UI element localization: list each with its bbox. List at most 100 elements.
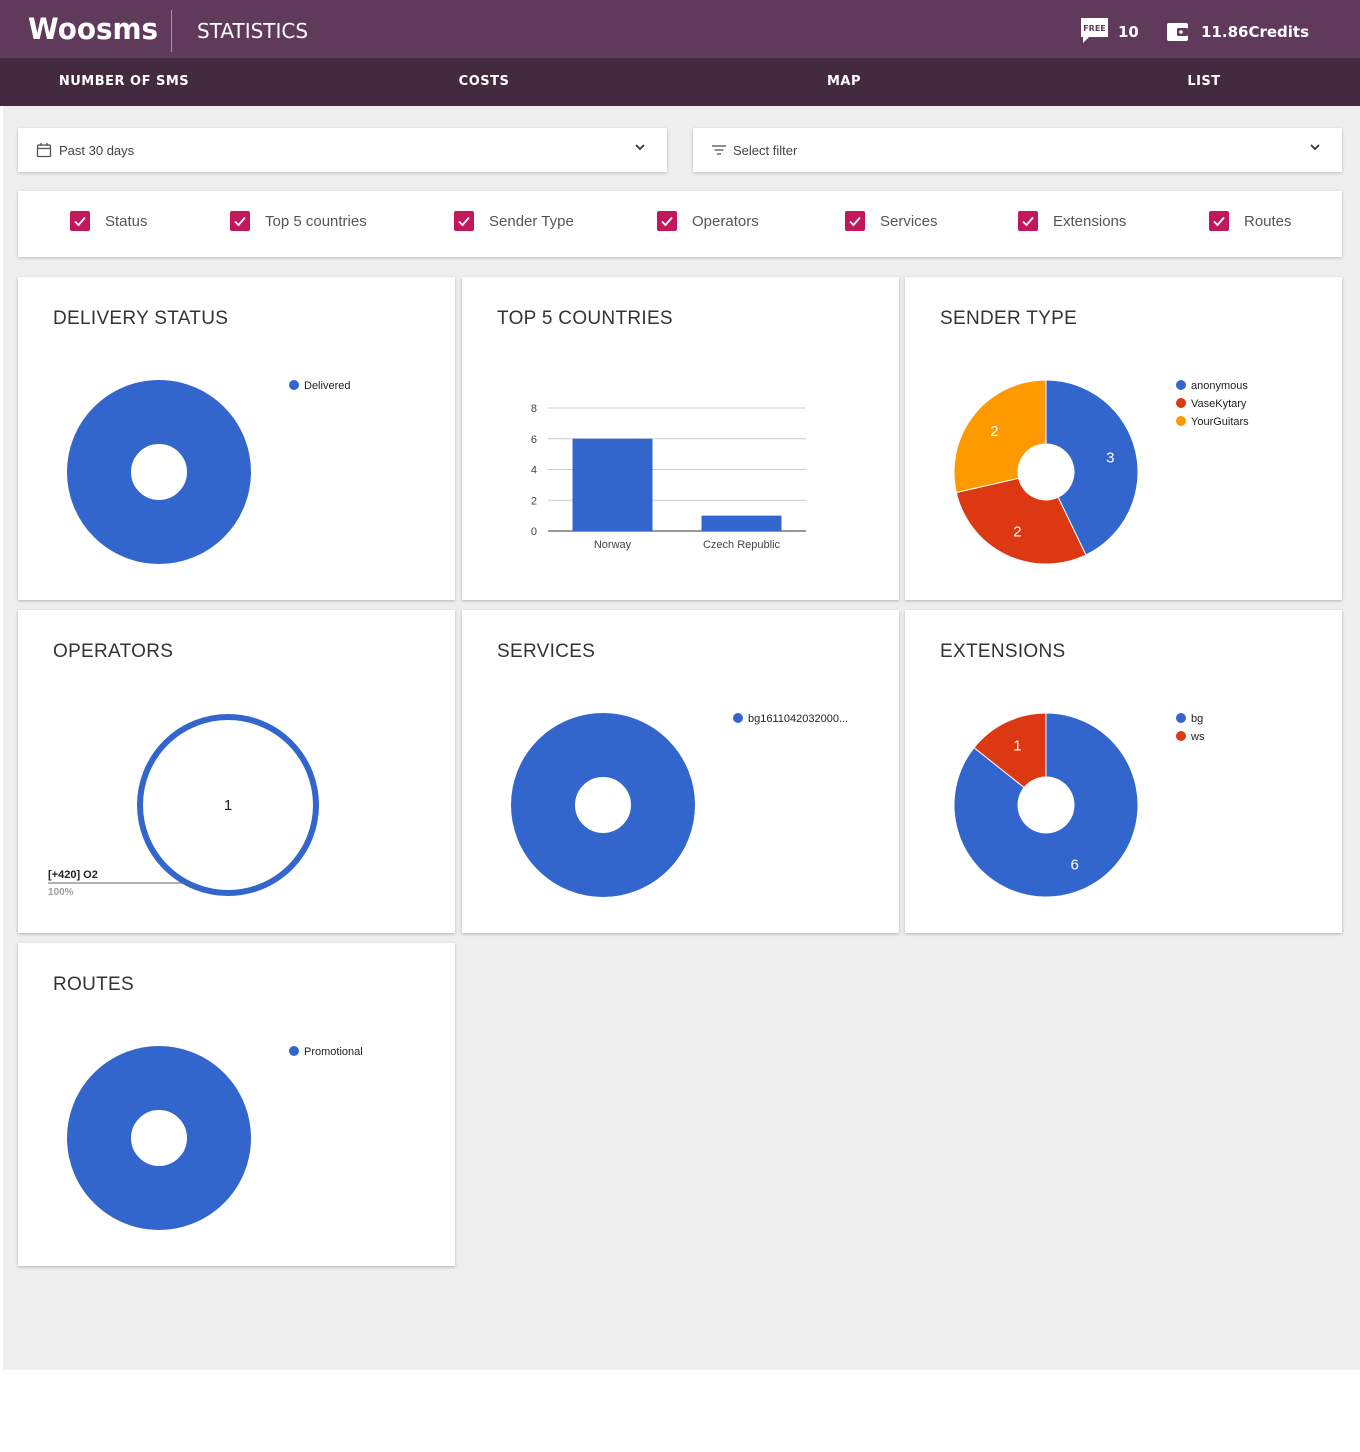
card-title: ROUTES [53,974,134,995]
card-delivery-status: DELIVERY STATUS Delivered [18,277,455,600]
checkbox-checked[interactable] [845,211,865,231]
calendar-icon [36,143,52,158]
pie-slice [137,714,319,896]
y-tick-label: 4 [531,465,537,477]
legend-marker [289,380,299,390]
checkbox-checked[interactable] [1018,211,1038,231]
pie-slice [1045,379,1139,556]
bar [701,515,782,531]
page-title: STATISTICS [197,19,309,43]
chevron-down-icon [635,144,645,151]
check-icon [1022,216,1034,227]
operators-chart[interactable]: 1 [+420] O2 100% [18,610,455,933]
check-icon [458,216,470,227]
card-extensions: EXTENSIONS 6 1 bg ws [905,610,1342,933]
y-tick-label: 2 [531,495,537,507]
sender-type-chart[interactable]: 3 2 2 anonymous VaseKytary YourGuitars [905,277,1342,600]
period-value: Past 30 days [59,143,135,158]
legend-label: Delivered [304,380,350,392]
slice-value-label: 6 [1070,856,1078,873]
card-sender-type: SENDER TYPE 3 2 2 anonymous VaseKytary YourGu… [905,277,1342,600]
legend-label: VaseKytary [1191,398,1247,410]
app-logo[interactable]: Woosms [28,12,159,46]
slice-value-label: 1 [1013,738,1021,755]
filter-placeholder: Select filter [733,143,798,158]
header-divider [171,10,172,52]
legend-label: bg [1191,713,1203,725]
legend-marker [1176,416,1186,426]
legend-label: Promotional [304,1046,363,1058]
slice-value-label: 2 [990,423,998,440]
legend-label: ws [1190,731,1205,743]
card-operators: OPERATORS 1 [+420] O2 100% [18,610,455,933]
check-icon [234,216,246,227]
x-tick-label: Czech Republic [703,539,781,551]
pie-slice [973,712,1047,789]
pie-slice [955,477,1087,565]
slice-value-label: 1 [224,797,232,814]
checkbox-checked[interactable] [70,211,90,231]
tab-map[interactable]: MAP [826,74,862,89]
card-title: SENDER TYPE [940,308,1078,329]
card-top5-countries: TOP 5 COUNTRIES 0 2 4 6 8 Norway Czech Republi… [462,277,899,600]
card-title: SERVICES [497,641,596,662]
toggle-label: Routes [1244,213,1292,230]
callout-percent: 100% [48,887,74,898]
legend-marker [289,1046,299,1056]
chevron-down-icon [1310,144,1320,151]
filter-select[interactable]: Select filter [693,128,1342,172]
checkbox-checked[interactable] [230,211,250,231]
filter-icon [712,145,726,155]
pie-slice [953,379,1047,494]
checkbox-checked[interactable] [454,211,474,231]
check-icon [74,216,86,227]
tab-number-of-sms[interactable]: NUMBER OF SMS [58,74,190,89]
slice-value-label: 3 [1106,449,1114,466]
wallet-icon [1167,23,1188,41]
legend-label: YourGuitars [1191,416,1249,428]
toggle-label: Operators [692,213,759,230]
legend-label: bg1611042032000... [748,713,848,725]
legend-marker [1176,398,1186,408]
pie-slice [67,1046,251,1230]
checkbox-checked[interactable] [657,211,677,231]
extensions-chart[interactable]: 6 1 bg ws [905,610,1342,933]
free-sms-icon: FREE [1081,18,1108,43]
delivery-status-chart[interactable]: Delivered [18,277,455,600]
free-sms-count: 10 [1118,23,1139,41]
callout-label: [+420] O2 [48,869,98,881]
legend-marker [1176,731,1186,741]
chart-toggles: Status Top 5 countries Sender Type Opera… [18,191,1342,257]
check-icon [849,216,861,227]
legend-marker [733,713,743,723]
toggle-label: Extensions [1053,213,1127,230]
check-icon [1213,216,1225,227]
toggle-label: Status [105,213,148,230]
slice-value-label: 2 [1013,523,1021,540]
top5-countries-chart[interactable]: 0 2 4 6 8 Norway Czech Republic [462,277,899,600]
y-tick-label: 8 [531,403,537,415]
x-tick-label: Norway [594,539,632,551]
routes-chart[interactable]: Promotional [18,943,455,1266]
bar [572,438,653,531]
top-header: Woosms STATISTICS FREE 10 11.86Credits [0,0,1360,58]
card-title: EXTENSIONS [940,641,1066,662]
free-badge-text: FREE [1083,24,1106,33]
checkbox-checked[interactable] [1209,211,1229,231]
y-tick-label: 6 [531,434,537,446]
card-title: TOP 5 COUNTRIES [497,308,673,329]
toggle-label: Sender Type [489,213,574,230]
tab-list[interactable]: LIST [1187,74,1221,89]
legend-label: anonymous [1191,380,1248,392]
services-chart[interactable]: bg1611042032000... [462,610,899,933]
y-tick-label: 0 [531,526,537,538]
pie-slice [511,713,695,897]
check-icon [661,216,673,227]
card-title: DELIVERY STATUS [53,308,229,329]
legend-marker [1176,713,1186,723]
credits-balance[interactable]: 11.86Credits [1201,23,1310,41]
legend-marker [1176,380,1186,390]
card-services: SERVICES bg1611042032000... [462,610,899,933]
tab-costs[interactable]: COSTS [458,74,510,89]
period-select[interactable]: Past 30 days [18,128,667,172]
